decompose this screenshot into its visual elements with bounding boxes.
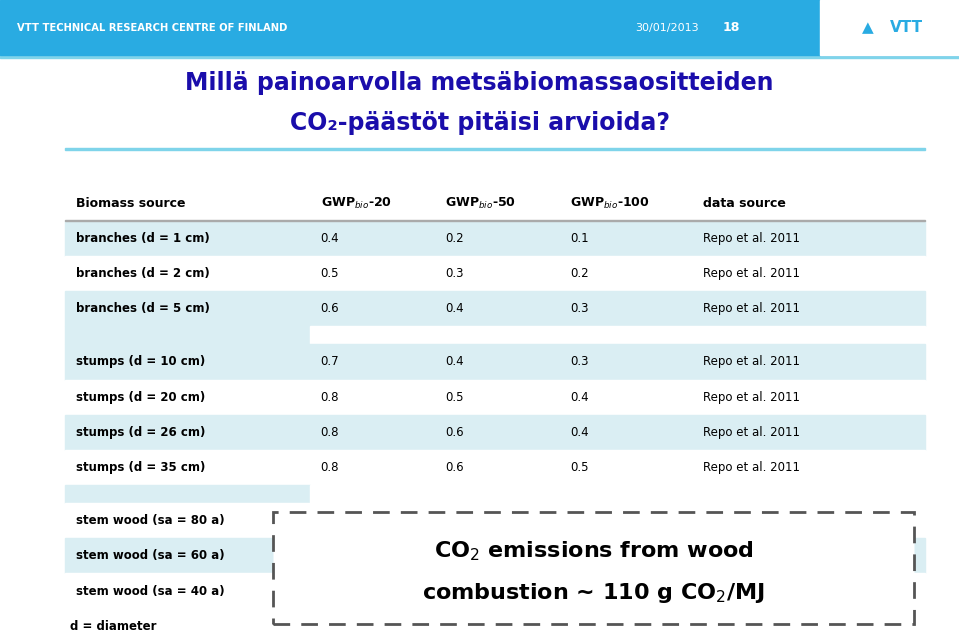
Text: 0.8: 0.8 [320, 426, 339, 439]
Bar [65, 291, 925, 326]
Text: branches (d = 5 cm): branches (d = 5 cm) [76, 302, 209, 316]
Text: 0.4: 0.4 [445, 302, 464, 316]
Text: stumps (d = 20 cm): stumps (d = 20 cm) [76, 390, 205, 404]
Text: stem wood (sa = 80 a): stem wood (sa = 80 a) [76, 514, 224, 527]
Text: 0.6: 0.6 [571, 584, 589, 598]
Text: 0.7: 0.7 [320, 355, 339, 369]
Text: Repo et al. 2011: Repo et al. 2011 [704, 390, 801, 404]
Bar [65, 503, 925, 538]
Text: 0.3: 0.3 [445, 267, 464, 280]
Bar [65, 344, 925, 380]
Text: data source: data source [704, 196, 786, 210]
Text: stumps (d = 35 cm): stumps (d = 35 cm) [76, 461, 205, 474]
Text: 0.1: 0.1 [571, 232, 589, 245]
Bar [820, 0, 959, 55]
Text: Pingoud et al. 2012: Pingoud et al. 2012 [704, 514, 818, 527]
Text: Repo et al. 2011: Repo et al. 2011 [704, 232, 801, 245]
Bar [0, 55, 959, 58]
Text: GWP$_{bio}$-100: GWP$_{bio}$-100 [571, 196, 650, 211]
Text: CO$_2$ emissions from wood: CO$_2$ emissions from wood [433, 540, 754, 563]
Text: branches (d = 1 cm): branches (d = 1 cm) [76, 232, 209, 245]
Bar [65, 220, 925, 221]
Text: 0.6: 0.6 [571, 549, 589, 563]
Text: Repo et al. 2011: Repo et al. 2011 [704, 426, 801, 439]
Text: 0.6: 0.6 [445, 461, 464, 474]
Bar [65, 380, 925, 415]
Text: 0.3: 0.3 [571, 302, 589, 316]
Text: 18: 18 [722, 21, 739, 34]
Text: ▲: ▲ [862, 20, 874, 35]
FancyBboxPatch shape [273, 512, 914, 624]
Text: stem wood (sa = 60 a): stem wood (sa = 60 a) [76, 549, 224, 563]
Bar [65, 326, 311, 344]
Text: d = diameter: d = diameter [70, 620, 156, 633]
Text: 0.2: 0.2 [571, 267, 589, 280]
Bar [65, 415, 925, 450]
Bar [65, 450, 925, 485]
Text: 0.3: 0.3 [571, 355, 589, 369]
Text: 0.8: 0.8 [320, 390, 339, 404]
Text: 0.4: 0.4 [571, 390, 589, 404]
Bar [65, 256, 925, 291]
Text: 1.0: 1.0 [320, 549, 339, 563]
Text: stumps (d = 26 cm): stumps (d = 26 cm) [76, 426, 205, 439]
Text: 1.0: 1.0 [320, 514, 339, 527]
Bar [311, 326, 925, 344]
Text: 0.8: 0.8 [445, 514, 464, 527]
Text: 0.4: 0.4 [320, 232, 339, 245]
Text: 0.5: 0.5 [571, 461, 589, 474]
Text: Pingoud et al. 2012: Pingoud et al. 2012 [704, 584, 818, 598]
Text: 0.5: 0.5 [320, 267, 339, 280]
Text: GWP$_{bio}$-20: GWP$_{bio}$-20 [320, 196, 391, 211]
Text: 0.6: 0.6 [571, 514, 589, 527]
Bar [65, 538, 925, 573]
Text: 0.4: 0.4 [571, 426, 589, 439]
Text: 0.2: 0.2 [445, 232, 464, 245]
Text: 0.8: 0.8 [320, 461, 339, 474]
Text: 0.4: 0.4 [445, 355, 464, 369]
Text: 0.5: 0.5 [445, 390, 464, 404]
Text: 0.9: 0.9 [445, 584, 464, 598]
Text: combustion ~ 110 g CO$_2$/MJ: combustion ~ 110 g CO$_2$/MJ [422, 580, 765, 605]
Text: VTT TECHNICAL RESEARCH CENTRE OF FINLAND: VTT TECHNICAL RESEARCH CENTRE OF FINLAND [17, 22, 288, 33]
Text: stumps (d = 10 cm): stumps (d = 10 cm) [76, 355, 205, 369]
Text: 0.6: 0.6 [445, 426, 464, 439]
Bar [65, 148, 925, 150]
Text: branches (d = 2 cm): branches (d = 2 cm) [76, 267, 209, 280]
Text: VTT: VTT [890, 20, 923, 35]
Text: Repo et al. 2011: Repo et al. 2011 [704, 267, 801, 280]
Text: 1.1: 1.1 [320, 584, 339, 598]
Bar [65, 221, 925, 256]
Bar [65, 485, 311, 503]
Text: 30/01/2013: 30/01/2013 [635, 22, 698, 33]
Text: Repo et al. 2011: Repo et al. 2011 [704, 302, 801, 316]
Text: Repo et al. 2011: Repo et al. 2011 [704, 355, 801, 369]
Text: 0.6: 0.6 [320, 302, 339, 316]
Text: Repo et al. 2011: Repo et al. 2011 [704, 461, 801, 474]
Text: Biomass source: Biomass source [76, 196, 185, 210]
Text: 0.8: 0.8 [445, 549, 464, 563]
Text: stem wood (sa = 40 a): stem wood (sa = 40 a) [76, 584, 224, 598]
Bar [65, 573, 925, 609]
Text: CO₂-päästöt pitäisi arvioida?: CO₂-päästöt pitäisi arvioida? [290, 111, 669, 135]
Bar [0, 0, 959, 55]
Bar [311, 485, 925, 503]
Text: Pingoud et al. 2012: Pingoud et al. 2012 [704, 549, 818, 563]
Text: GWP$_{bio}$-50: GWP$_{bio}$-50 [445, 196, 517, 211]
Text: Millä painoarvolla metsäbiomassaositteiden: Millä painoarvolla metsäbiomassaositteid… [185, 71, 774, 95]
